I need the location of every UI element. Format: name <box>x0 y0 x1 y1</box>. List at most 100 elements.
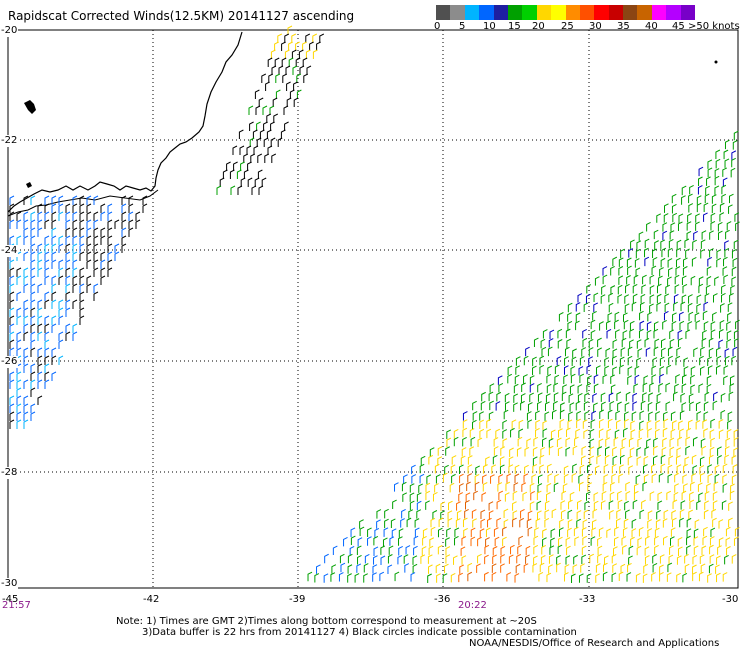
wind-barb <box>535 410 540 420</box>
wind-barb <box>394 482 399 492</box>
wind-barb <box>602 482 608 492</box>
wind-barb <box>654 240 659 250</box>
wind-barb <box>460 546 466 556</box>
wind-barb <box>497 482 503 492</box>
wind-barb <box>514 464 520 475</box>
wind-barb <box>459 564 464 574</box>
wind-barb <box>469 446 475 456</box>
wind-barb <box>559 527 564 537</box>
wind-barb <box>690 481 695 492</box>
wind-barb <box>693 347 698 357</box>
wind-barb <box>606 528 612 538</box>
wind-barb <box>437 544 443 555</box>
wind-barb <box>23 307 29 317</box>
wind-barb <box>703 202 709 213</box>
wind-barb <box>484 544 490 555</box>
wind-barb <box>401 481 407 492</box>
wind-barb <box>72 275 78 285</box>
wind-barb <box>142 203 148 213</box>
wind-barb <box>619 464 624 474</box>
wind-barb <box>44 363 50 373</box>
wind-barb <box>733 536 739 546</box>
wind-barb <box>44 267 50 277</box>
wind-barb <box>669 338 675 349</box>
wind-barb <box>548 338 554 348</box>
wind-barb <box>44 379 50 389</box>
wind-barb <box>642 573 648 583</box>
wind-barb <box>51 355 57 365</box>
wind-barb <box>682 266 688 276</box>
wind-barb <box>257 153 263 163</box>
wind-barb <box>707 159 713 169</box>
wind-barb <box>612 455 618 466</box>
wind-barb <box>289 89 295 99</box>
wind-barb <box>216 185 222 195</box>
wind-barb <box>712 311 717 322</box>
wind-barb <box>667 346 673 357</box>
wind-barb <box>547 346 553 357</box>
wind-barb <box>661 347 666 358</box>
wind-barb <box>390 518 396 528</box>
wind-barb <box>416 500 422 511</box>
wind-barb <box>419 473 425 484</box>
wind-barb <box>703 212 708 222</box>
wind-barb <box>291 49 297 59</box>
wind-barb <box>644 256 650 267</box>
wind-barb <box>285 65 291 75</box>
wind-barb <box>659 356 665 367</box>
wind-barb <box>654 527 660 538</box>
wind-barb <box>648 392 654 402</box>
wind-barb <box>305 33 311 43</box>
wind-barb <box>100 267 106 277</box>
wind-barb <box>612 355 617 366</box>
wind-barb <box>261 177 267 187</box>
wind-barb <box>480 400 486 411</box>
wind-barb <box>610 266 615 276</box>
wind-barb <box>400 518 405 528</box>
wind-barb <box>579 464 585 475</box>
wind-barb <box>30 347 36 357</box>
wind-barb <box>30 259 36 269</box>
wind-barb <box>692 564 697 574</box>
wind-barb <box>628 437 634 448</box>
wind-barb <box>649 382 654 393</box>
colorbar-label-25: 25 <box>561 21 574 32</box>
wind-barb <box>733 239 739 250</box>
wind-barb <box>79 203 85 213</box>
wind-barb <box>682 374 687 384</box>
wind-barb <box>498 490 504 501</box>
colorbar-segment <box>680 5 696 20</box>
wind-barb <box>732 464 738 474</box>
wind-barb <box>287 25 293 35</box>
wind-barb <box>532 563 538 573</box>
wind-barb <box>93 259 99 269</box>
wind-barb <box>617 284 623 295</box>
wind-barb <box>440 501 446 511</box>
wind-barb <box>604 454 610 465</box>
wind-barb <box>107 267 113 277</box>
wind-barb <box>502 429 508 439</box>
wind-barb <box>725 437 731 448</box>
wind-barb <box>23 195 29 205</box>
wind-barb <box>706 483 711 493</box>
wind-barb <box>640 293 646 304</box>
wind-barb <box>717 455 722 465</box>
wind-barb <box>652 357 658 367</box>
wind-barb <box>9 275 15 285</box>
wind-barb <box>721 293 726 303</box>
wind-barb <box>286 81 291 91</box>
wind-barb <box>625 481 631 492</box>
wind-barb <box>635 267 641 277</box>
wind-barb <box>603 562 608 573</box>
wind-barb <box>319 33 325 43</box>
wind-barb <box>544 411 550 421</box>
wind-barb <box>571 472 577 483</box>
wind-barb <box>651 473 657 483</box>
wind-barb <box>495 428 501 439</box>
wind-barb <box>9 395 15 405</box>
wind-barb <box>728 517 733 528</box>
wind-barb <box>669 446 675 457</box>
wind-barb <box>79 291 85 301</box>
wind-barb <box>339 553 345 564</box>
wind-barb <box>405 545 411 555</box>
